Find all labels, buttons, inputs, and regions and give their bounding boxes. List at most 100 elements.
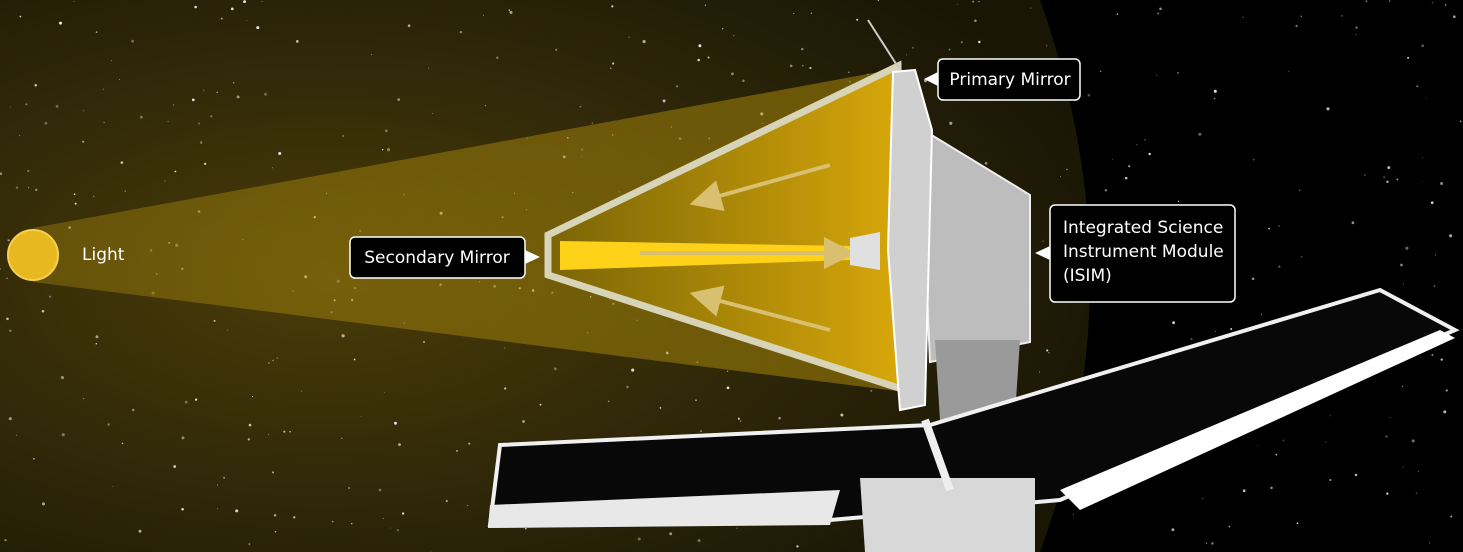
- star: [6, 317, 9, 321]
- star: [1396, 178, 1399, 181]
- star: [430, 550, 432, 552]
- star: [631, 368, 635, 372]
- star: [385, 129, 388, 132]
- star: [960, 41, 963, 44]
- star: [41, 502, 46, 506]
- star: [93, 195, 95, 197]
- star: [107, 423, 110, 426]
- star: [697, 58, 700, 62]
- star: [1444, 4, 1447, 6]
- star: [697, 539, 701, 543]
- star: [33, 458, 35, 460]
- star: [579, 105, 582, 108]
- star: [737, 417, 741, 420]
- star: [203, 89, 205, 91]
- star: [428, 67, 430, 69]
- star: [293, 516, 296, 519]
- star: [445, 499, 448, 503]
- star: [676, 85, 678, 88]
- star: [1111, 158, 1113, 160]
- star: [6, 277, 8, 280]
- tower: [935, 340, 1020, 420]
- star: [1278, 265, 1281, 268]
- star: [628, 36, 630, 38]
- star: [1046, 45, 1048, 47]
- star: [9, 329, 12, 332]
- light-arrow: [689, 163, 831, 212]
- star: [524, 527, 527, 530]
- star: [1228, 525, 1231, 528]
- star: [95, 31, 98, 33]
- isim-label-line: (ISIM): [1063, 266, 1112, 286]
- star: [283, 430, 286, 433]
- star: [1389, 0, 1391, 2]
- star: [353, 358, 356, 361]
- star: [203, 162, 207, 166]
- star: [1355, 34, 1357, 36]
- star: [1288, 70, 1290, 72]
- star: [0, 172, 3, 175]
- star: [1030, 7, 1032, 9]
- star: [591, 122, 594, 125]
- star: [856, 18, 859, 21]
- star: [801, 47, 804, 51]
- star: [1148, 152, 1151, 156]
- star: [226, 329, 228, 331]
- star: [610, 67, 612, 70]
- star: [1190, 338, 1193, 341]
- star: [1443, 410, 1447, 414]
- star: [198, 122, 200, 125]
- star: [1296, 522, 1299, 525]
- star: [611, 5, 614, 8]
- star: [397, 98, 401, 102]
- star: [124, 190, 126, 192]
- star: [268, 433, 270, 435]
- star: [726, 370, 729, 373]
- star: [1100, 70, 1102, 73]
- star: [1386, 180, 1389, 184]
- star: [802, 65, 804, 67]
- star: [956, 3, 958, 5]
- star: [905, 54, 908, 56]
- star: [103, 121, 105, 123]
- star: [1046, 349, 1049, 352]
- star: [1387, 166, 1391, 170]
- star: [1159, 7, 1162, 11]
- star: [1278, 225, 1280, 227]
- star: [1326, 107, 1330, 111]
- star: [181, 507, 184, 511]
- star: [274, 531, 277, 533]
- star: [59, 21, 62, 25]
- star: [73, 0, 75, 3]
- star: [1275, 453, 1278, 456]
- star: [1428, 542, 1431, 544]
- star: [173, 465, 177, 468]
- star: [1087, 94, 1091, 97]
- star: [27, 169, 30, 173]
- light-label: Light: [82, 245, 125, 265]
- light-arrow: [689, 285, 831, 332]
- star: [55, 105, 59, 108]
- star: [422, 340, 426, 343]
- primary-mirror-label: Primary Mirror: [949, 70, 1070, 90]
- star: [61, 433, 65, 437]
- star: [295, 40, 299, 43]
- star: [662, 99, 666, 103]
- star: [948, 48, 951, 51]
- callout-pointer: [525, 250, 540, 264]
- star: [248, 543, 251, 546]
- star: [637, 537, 641, 541]
- star: [1355, 26, 1358, 29]
- star: [978, 40, 981, 44]
- star: [342, 135, 345, 137]
- star: [220, 17, 223, 20]
- star: [870, 389, 873, 392]
- star: [810, 12, 813, 15]
- star: [1403, 283, 1405, 285]
- star: [1048, 352, 1050, 354]
- star: [1268, 227, 1270, 230]
- star: [509, 10, 513, 14]
- star: [223, 476, 226, 479]
- star: [796, 545, 799, 548]
